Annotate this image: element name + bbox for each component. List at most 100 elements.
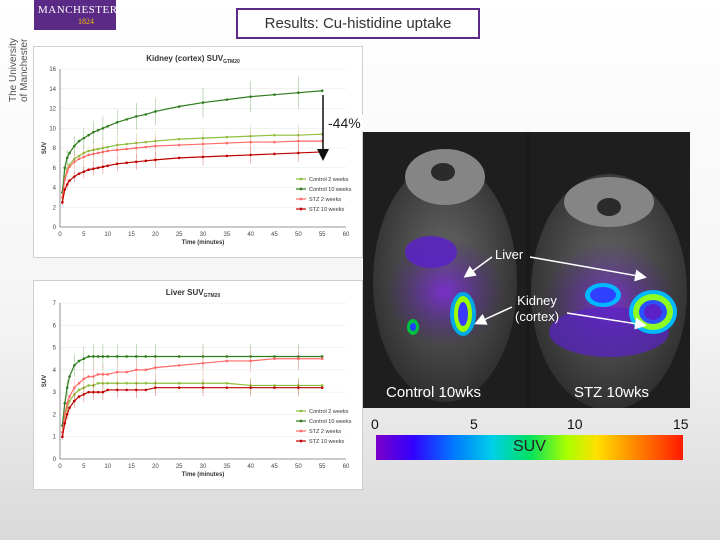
data-point [154, 110, 157, 113]
y-tick-label: 0 [53, 225, 57, 231]
data-point [101, 390, 105, 394]
data-point [125, 388, 129, 392]
y-tick-label: 16 [49, 67, 56, 73]
data-point [125, 355, 129, 358]
university-logo: MANCHESTER 1824 [34, 0, 117, 30]
data-point [125, 147, 129, 151]
data-point [73, 399, 76, 403]
data-point [273, 357, 276, 361]
data-point [68, 151, 71, 155]
data-point [96, 373, 100, 376]
data-point [273, 384, 276, 387]
x-tick-label: 30 [200, 464, 207, 470]
colorbar-label: SUV [513, 438, 546, 455]
data-point [65, 413, 69, 416]
data-point [61, 201, 64, 204]
data-point [201, 386, 205, 389]
data-point [65, 156, 69, 160]
kidney-label: Kidney (cortex) [515, 293, 559, 325]
series-2 [61, 346, 324, 436]
data-point [154, 144, 157, 148]
data-point [106, 164, 109, 168]
series-line [61, 358, 323, 433]
x-tick-label: 0 [58, 464, 62, 470]
data-point [177, 105, 181, 108]
data-point [92, 375, 95, 378]
pet-scan-images [363, 132, 690, 408]
data-point [87, 168, 90, 172]
data-point [92, 390, 95, 394]
data-point [134, 115, 138, 118]
data-point [125, 381, 129, 385]
data-point [73, 160, 76, 164]
data-point [249, 95, 252, 98]
x-tick-label: 50 [295, 232, 302, 238]
x-tick-label: 15 [128, 464, 135, 470]
data-point [82, 393, 86, 396]
data-point [65, 183, 69, 186]
control-label: Control 10wks [386, 384, 482, 401]
data-point [125, 118, 129, 121]
data-point [273, 93, 276, 96]
data-point [87, 355, 90, 358]
x-tick-label: 45 [271, 464, 278, 470]
data-point [106, 388, 109, 392]
data-point [225, 135, 229, 139]
legend-marker [299, 409, 303, 413]
data-point [225, 381, 229, 385]
data-point [115, 370, 119, 374]
data-point [106, 381, 109, 385]
data-point [73, 386, 76, 389]
y-tick-label: 10 [49, 126, 56, 132]
data-point [77, 154, 81, 158]
data-point [96, 147, 100, 151]
data-point [201, 142, 205, 146]
data-point [87, 153, 90, 157]
legend-label: STZ 10 weeks [309, 439, 344, 445]
data-point [101, 165, 105, 169]
data-point [82, 136, 86, 140]
data-point [77, 381, 81, 385]
legend-label: Control 2 weeks [309, 177, 349, 183]
data-point [61, 435, 64, 439]
university-side-text: The University of Manchester [6, 34, 30, 104]
y-tick-label: 0 [53, 457, 57, 463]
data-point [68, 399, 71, 403]
data-point [249, 359, 252, 363]
data-point [68, 179, 71, 182]
data-point [77, 139, 81, 143]
y-tick-label: 6 [53, 166, 57, 172]
data-point [96, 355, 100, 358]
data-point [63, 401, 67, 405]
data-point [225, 141, 229, 145]
data-point [320, 89, 324, 93]
y-tick-label: 14 [49, 87, 56, 93]
legend-marker [299, 187, 303, 191]
data-point [125, 370, 129, 374]
y-tick-label: 4 [53, 186, 57, 192]
y-tick-label: 1 [53, 435, 57, 441]
x-tick-label: 40 [247, 232, 254, 238]
series-line [61, 90, 323, 193]
data-point [82, 155, 86, 159]
data-point [115, 121, 119, 124]
data-point [101, 126, 105, 130]
colorbar-tick: 5 [470, 416, 478, 432]
data-point [87, 375, 90, 378]
x-tick-label: 15 [128, 232, 135, 238]
chart-title-subscript: GTM20 [223, 59, 240, 65]
data-point [144, 113, 148, 116]
data-point [73, 364, 76, 367]
x-tick-label: 25 [176, 232, 183, 238]
data-point [63, 178, 67, 181]
data-point [154, 355, 157, 358]
x-tick-label: 25 [176, 464, 183, 470]
y-axis-label: SUV [42, 375, 48, 387]
data-point [125, 142, 129, 146]
data-point [177, 143, 181, 147]
y-axis-label: SUV [42, 142, 48, 154]
data-point [87, 384, 90, 387]
data-point [320, 384, 324, 387]
legend-marker [299, 207, 303, 211]
data-point [96, 128, 100, 132]
